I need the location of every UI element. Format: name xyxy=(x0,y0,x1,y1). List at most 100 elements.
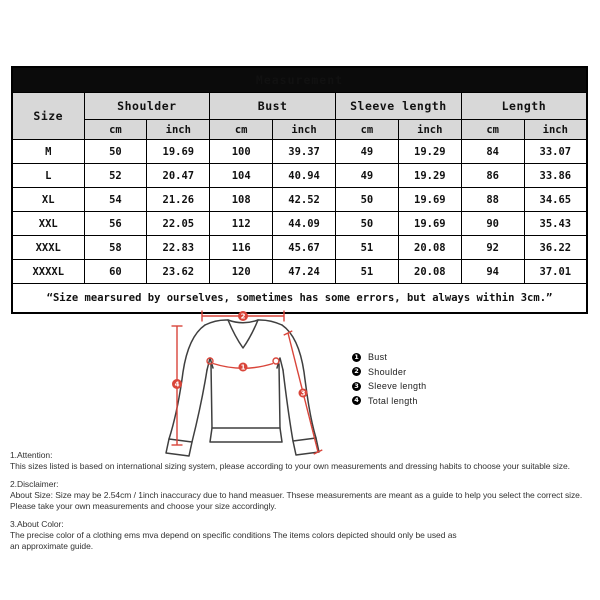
value-cell: 22.83 xyxy=(146,235,211,260)
value-cell: 34.65 xyxy=(523,187,588,212)
value-cell: 51 xyxy=(335,235,399,260)
table-row: L 52 20.47 104 40.94 49 19.29 86 33.86 xyxy=(11,163,588,188)
value-cell: 20.08 xyxy=(397,235,462,260)
value-cell: 84 xyxy=(460,139,525,164)
value-cell: 45.67 xyxy=(272,235,336,260)
sweater-diagram: 2 4 1 3 xyxy=(165,310,323,457)
section-attention: 1.Attention: This sizes listed is based … xyxy=(10,450,596,472)
unit-header-inch: inch xyxy=(523,119,588,140)
legend-label: Total length xyxy=(368,395,418,406)
legend-item-bust: 1 Bust xyxy=(352,352,426,362)
section-line: About Size: Size may be 2.54cm / 1inch i… xyxy=(10,490,583,500)
table-row: XXXL 58 22.83 116 45.67 51 20.08 92 36.22 xyxy=(11,235,588,260)
bust-badge-icon xyxy=(238,362,248,372)
section-disclaimer: 2.Disclaimer: About Size: Size may be 2.… xyxy=(10,479,596,512)
shoulder-badge-icon xyxy=(238,311,248,321)
value-cell: 88 xyxy=(460,187,525,212)
value-cell: 19.69 xyxy=(397,187,462,212)
section-line: This sizes listed is based on internatio… xyxy=(10,461,570,471)
value-cell: 94 xyxy=(460,259,525,284)
value-cell: 47.24 xyxy=(272,259,336,284)
value-cell: 39.37 xyxy=(272,139,336,164)
table-row: M 50 19.69 100 39.37 49 19.29 84 33.07 xyxy=(11,139,588,164)
value-cell: 100 xyxy=(209,139,274,164)
unit-header-inch: inch xyxy=(272,119,336,140)
sleeve-badge-icon xyxy=(298,388,308,398)
col-header-bust: Bust xyxy=(209,92,336,120)
value-cell: 50 xyxy=(335,211,399,236)
size-cell: M xyxy=(11,139,85,164)
col-header-shoulder: Shoulder xyxy=(83,92,211,120)
value-cell: 51 xyxy=(335,259,399,284)
value-cell: 92 xyxy=(460,235,525,260)
section-heading: 1.Attention: xyxy=(10,450,53,460)
total-length-badge-icon xyxy=(172,379,182,389)
size-cell: XL xyxy=(11,187,85,212)
value-cell: 56 xyxy=(83,211,148,236)
size-table: Measurement Size Shoulder Bust Sleeve le… xyxy=(11,66,588,314)
unit-header-cm: cm xyxy=(83,119,148,140)
value-cell: 44.09 xyxy=(272,211,336,236)
circled-1-icon: 1 xyxy=(352,352,361,362)
section-line: Please take your own measurements and ch… xyxy=(10,501,277,511)
value-cell: 50 xyxy=(335,187,399,212)
legend-label: Bust xyxy=(368,352,388,362)
section-line: an approximate guide. xyxy=(10,541,94,551)
value-cell: 35.43 xyxy=(523,211,588,236)
section-about-color: 3.About Color: The precise color of a cl… xyxy=(10,519,596,552)
value-cell: 19.69 xyxy=(146,139,211,164)
value-cell: 104 xyxy=(209,163,274,188)
value-cell: 54 xyxy=(83,187,148,212)
total-length-badge-number: 4 xyxy=(175,381,180,389)
value-cell: 108 xyxy=(209,187,274,212)
section-heading: 2.Disclaimer: xyxy=(10,479,59,489)
value-cell: 58 xyxy=(83,235,148,260)
value-cell: 86 xyxy=(460,163,525,188)
value-cell: 37.01 xyxy=(523,259,588,284)
value-cell: 19.29 xyxy=(397,139,462,164)
circled-4-icon: 4 xyxy=(352,396,361,405)
section-heading: 3.About Color: xyxy=(10,519,64,529)
legend-item-sleeve-length: 3 Sleeve length xyxy=(352,381,426,391)
legend-item-total-length: 4 Total length xyxy=(352,396,426,406)
value-cell: 116 xyxy=(209,235,274,260)
value-cell: 23.62 xyxy=(146,259,211,284)
table-row: XL 54 21.26 108 42.52 50 19.69 88 34.65 xyxy=(11,187,588,212)
legend-item-shoulder: 2 Shoulder xyxy=(352,367,426,377)
value-cell: 21.26 xyxy=(146,187,211,212)
value-cell: 33.86 xyxy=(523,163,588,188)
unit-header-cm: cm xyxy=(209,119,274,140)
value-cell: 50 xyxy=(83,139,148,164)
diagram-legend: 1 Bust 2 Shoulder 3 Sleeve length 4 Tota… xyxy=(352,352,426,410)
value-cell: 42.52 xyxy=(272,187,336,212)
value-cell: 40.94 xyxy=(272,163,336,188)
bust-badge-number: 1 xyxy=(241,364,246,372)
unit-header-inch: inch xyxy=(397,119,462,140)
value-cell: 52 xyxy=(83,163,148,188)
value-cell: 120 xyxy=(209,259,274,284)
value-cell: 60 xyxy=(83,259,148,284)
col-header-sleeve-length: Sleeve length xyxy=(335,92,462,120)
col-header-size: Size xyxy=(11,92,85,140)
size-cell: XXL xyxy=(11,211,85,236)
value-cell: 19.69 xyxy=(397,211,462,236)
shoulder-badge-number: 2 xyxy=(241,313,246,321)
col-header-length: Length xyxy=(460,92,588,120)
value-cell: 112 xyxy=(209,211,274,236)
measure-badges: 2 4 1 3 xyxy=(172,311,308,398)
value-cell: 49 xyxy=(335,163,399,188)
measurement-table: Measurement Size Shoulder Bust Sleeve le… xyxy=(11,66,588,314)
section-line: The precise color of a clothing ems mva … xyxy=(10,530,457,540)
value-cell: 49 xyxy=(335,139,399,164)
value-cell: 33.07 xyxy=(523,139,588,164)
unit-header-cm: cm xyxy=(460,119,525,140)
size-cell: XXXXL xyxy=(11,259,85,284)
sweater-outline xyxy=(165,319,320,457)
info-sections: 1.Attention: This sizes listed is based … xyxy=(10,450,596,552)
legend-label: Sleeve length xyxy=(368,381,427,391)
value-cell: 36.22 xyxy=(523,235,588,260)
table-title: Measurement xyxy=(11,66,588,93)
value-cell: 22.05 xyxy=(146,211,211,236)
value-cell: 19.29 xyxy=(397,163,462,188)
unit-header-cm: cm xyxy=(335,119,399,140)
